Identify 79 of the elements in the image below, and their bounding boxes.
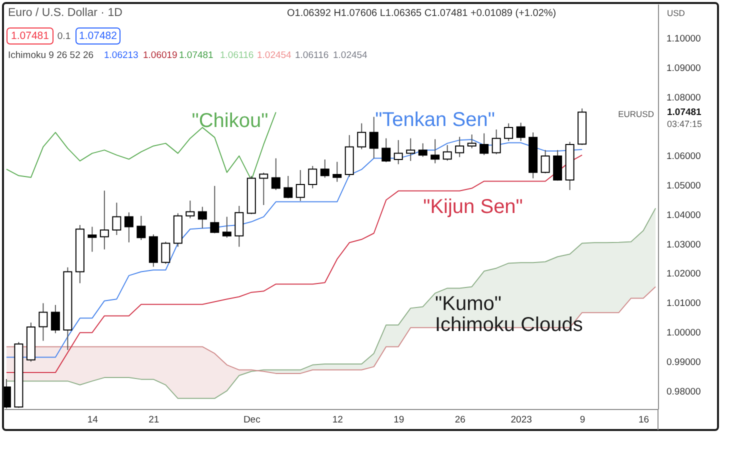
annotation: Ichimoku 9 26 52 26 xyxy=(8,50,94,61)
candlestick xyxy=(296,170,305,202)
series-label: "Chikou" xyxy=(192,110,268,132)
y-tick-label: 0.99000 xyxy=(666,356,701,368)
candlestick xyxy=(284,175,293,199)
y-tick-label: 1.04000 xyxy=(666,210,701,221)
x-tick-label: 14 xyxy=(87,414,98,426)
x-tick-label: 2023 xyxy=(510,414,532,426)
candlestick xyxy=(161,241,170,264)
candlestick xyxy=(50,304,60,334)
candlestick xyxy=(186,200,195,219)
candlestick xyxy=(480,132,489,156)
candlestick xyxy=(234,205,244,248)
candlestick xyxy=(394,140,403,165)
x-tick-label: 9 xyxy=(580,414,586,426)
annotation: "Kumo" xyxy=(435,293,502,315)
annotation: 1.07481 xyxy=(179,50,214,61)
annotation: 1.06213 xyxy=(104,50,138,61)
y-tick-label: 1.02000 xyxy=(666,268,701,280)
annotation: EURUSD xyxy=(618,109,654,119)
candlestick xyxy=(100,190,109,250)
x-tick-label: 26 xyxy=(454,414,466,426)
annotation: 1.02454 xyxy=(257,50,292,61)
candlestick xyxy=(442,144,452,162)
y-tick-label: 1.09000 xyxy=(666,62,701,74)
candlestick xyxy=(308,165,318,189)
annotation: 1.07481 xyxy=(11,30,50,42)
candlestick xyxy=(320,158,330,178)
y-tick-label: 1.08000 xyxy=(666,92,701,104)
candlestick xyxy=(430,138,440,164)
y-tick-label: 1.01000 xyxy=(666,298,701,310)
candlestick xyxy=(332,161,342,182)
y-tick-label: 1.03000 xyxy=(666,239,701,250)
line-series xyxy=(6,112,276,181)
y-tick-label: 1.00000 xyxy=(666,327,701,338)
x-tick-label: 21 xyxy=(148,414,160,426)
annotation: 1.06116 xyxy=(220,50,254,61)
y-tick-label: 1.05000 xyxy=(666,180,701,192)
x-tick-label: Dec xyxy=(243,414,261,426)
candlestick xyxy=(455,136,464,158)
candlestick xyxy=(357,122,366,150)
annotation: 1.06019 xyxy=(143,50,178,61)
series-label: "Tenkan Sen" xyxy=(375,109,495,131)
chart-title: Euro / U.S. Dollar · 1D xyxy=(8,7,122,19)
annotation: 1.02454 xyxy=(333,50,368,61)
text: 03:47:15 xyxy=(667,119,702,129)
y-tick-label: 1.06000 xyxy=(666,151,701,162)
candlestick xyxy=(271,158,280,191)
series-label: "Kijun Sen" xyxy=(423,196,523,218)
annotation: 0.1 xyxy=(57,31,71,42)
candlestick xyxy=(198,206,207,229)
line-series xyxy=(6,286,656,374)
candlestick xyxy=(467,134,476,149)
x-tick-label: 12 xyxy=(332,414,343,426)
text: 1.07481 xyxy=(667,107,702,118)
candlestick xyxy=(112,202,122,236)
candlestick xyxy=(418,142,428,158)
y-tick-label: 1.10000 xyxy=(666,34,701,45)
candlestick xyxy=(136,215,146,241)
candlestick xyxy=(38,302,48,342)
candlestick xyxy=(124,212,134,243)
text: USD xyxy=(667,8,685,18)
x-tick-label: 19 xyxy=(394,414,404,426)
annotation: Ichimoku Clouds xyxy=(435,314,583,336)
candlestick xyxy=(88,226,97,252)
candlestick xyxy=(222,216,232,238)
candlestick xyxy=(406,138,416,162)
candlestick xyxy=(210,185,220,234)
y-tick-label: 0.98000 xyxy=(666,386,701,398)
x-tick-label: 16 xyxy=(638,414,650,426)
annotation: O1.06392 H1.07606 L1.06365 C1.07481 +0.01089 (+1.02%) xyxy=(287,8,556,19)
annotation: 1.06116 xyxy=(295,50,329,61)
candlestick xyxy=(382,138,391,163)
candlestick xyxy=(540,150,550,174)
candlestick xyxy=(504,122,514,142)
candlestick xyxy=(259,172,268,206)
annotation: 1.07482 xyxy=(79,30,118,42)
candlestick xyxy=(492,128,501,155)
candlestick xyxy=(516,122,526,142)
